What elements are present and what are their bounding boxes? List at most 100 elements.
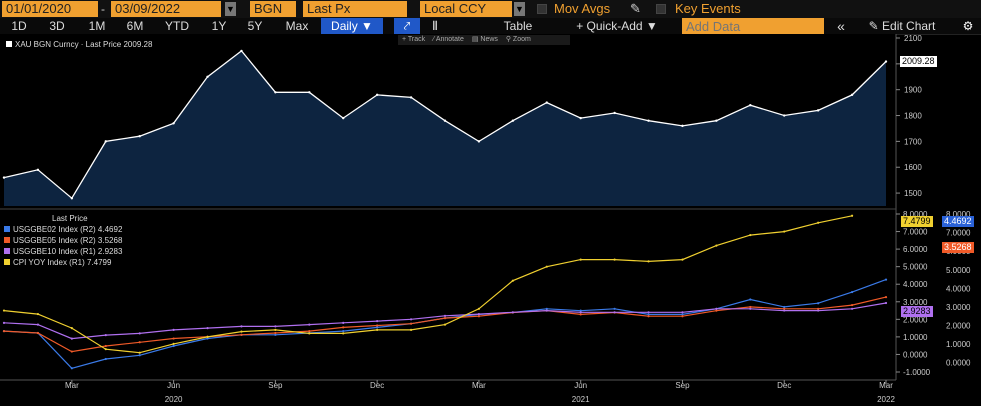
add-data-input[interactable] <box>682 18 824 34</box>
annotate-button[interactable]: ⁄ Annotate <box>433 36 464 43</box>
key-events-label[interactable]: Key Events <box>675 1 741 16</box>
series-point <box>545 307 548 310</box>
r1-tick-label: 2.0000 <box>903 315 928 324</box>
x-year-label: 2022 <box>877 395 895 404</box>
gold-point <box>715 119 718 122</box>
y-tick-label: 1900 <box>904 86 922 95</box>
series-point <box>783 307 786 310</box>
series-point <box>817 307 820 310</box>
period-1d[interactable]: 1D <box>11 19 27 33</box>
lower-legend: Last Price USGGBE02 Index (R2) 4.4692 US… <box>4 213 122 268</box>
table-button[interactable]: Table <box>503 19 533 33</box>
series-point <box>850 307 854 310</box>
gold-point <box>477 140 481 143</box>
line-chart-icon[interactable]: ⤤ <box>394 18 420 34</box>
period-max[interactable]: Max <box>285 19 309 33</box>
key-events-checkbox[interactable] <box>656 4 666 14</box>
series-point <box>342 332 345 335</box>
r2-tick-label: 3.0000 <box>946 303 971 312</box>
zoom-button[interactable]: ⚲ Zoom <box>505 36 531 43</box>
series-point <box>70 327 73 330</box>
legend-item: USGGBE05 Index (R2) 3.5268 <box>4 235 122 246</box>
y-tick-label: 1800 <box>904 112 922 121</box>
period-5y[interactable]: 5Y <box>247 19 263 33</box>
currency-selector[interactable]: Local CCY <box>420 1 512 17</box>
end-date-field[interactable]: 03/09/2022 <box>111 1 221 17</box>
gear-icon[interactable]: ⚙ <box>962 19 974 33</box>
gold-point <box>647 119 650 122</box>
gold-price-chart[interactable]: 1500160017001800190020002100 <box>0 34 981 210</box>
series-point <box>70 337 73 340</box>
legend-item: USGGBE10 Index (R1) 2.9283 <box>4 246 122 257</box>
series-point <box>579 311 582 314</box>
series-point <box>850 214 854 217</box>
period-1m[interactable]: 1M <box>88 19 106 33</box>
series-point <box>172 342 175 346</box>
series-point <box>579 258 582 261</box>
series-point <box>545 309 548 312</box>
edit-chart-button[interactable]: ✎ Edit Chart <box>868 19 936 33</box>
r2-tick-label: 2.0000 <box>946 322 971 331</box>
legend-text: USGGBE02 Index (R2) 4.4692 <box>13 225 123 234</box>
r1-tick-label: -1.0000 <box>903 368 931 377</box>
legend-text: USGGBE10 Index (R1) 2.9283 <box>13 247 123 256</box>
series-point <box>579 313 582 316</box>
series-point <box>477 307 481 310</box>
date-dropdown-icon[interactable]: ▼ <box>225 2 236 16</box>
news-button[interactable]: ▤ News <box>471 36 498 43</box>
gold-point <box>613 111 616 115</box>
mov-avgs-checkbox[interactable] <box>537 4 547 14</box>
source-field[interactable]: BGN <box>250 1 296 17</box>
gold-point <box>36 168 40 172</box>
period-6m[interactable]: 6M <box>126 19 144 33</box>
x-month-label: Jun <box>167 381 180 390</box>
period-1y[interactable]: 1Y <box>211 19 227 33</box>
series-point <box>342 330 345 333</box>
series-point <box>613 307 616 310</box>
frequency-dropdown[interactable]: Daily ▼ <box>321 18 383 34</box>
series-point <box>240 325 243 328</box>
start-date-field[interactable]: 01/01/2020 <box>2 1 98 17</box>
series-point <box>749 307 752 310</box>
pencil-icon[interactable]: ✎ <box>630 1 641 16</box>
gold-point <box>409 96 413 99</box>
x-year-label: 2020 <box>165 395 183 404</box>
gold-point <box>443 119 447 122</box>
quick-add-button[interactable]: + Quick-Add ▼ <box>576 19 658 33</box>
gold-point <box>342 116 345 120</box>
series-point <box>206 337 209 340</box>
series-point <box>884 295 888 299</box>
series-point <box>477 315 481 318</box>
legend-swatch <box>4 237 10 243</box>
gold-point <box>681 124 684 128</box>
toolbar: 01/01/2020 - 03/09/2022 ▼ BGN Last Px Lo… <box>0 0 981 18</box>
gold-point <box>783 114 786 117</box>
period-ytd[interactable]: YTD <box>165 19 189 33</box>
lower-legend-title: Last Price <box>52 214 88 223</box>
period-3d[interactable]: 3D <box>49 19 65 33</box>
series-point <box>681 311 684 314</box>
bar-chart-icon[interactable]: ⫴ <box>432 19 438 33</box>
series-point <box>376 326 379 329</box>
x-month-label: Dec <box>370 381 384 390</box>
gold-point <box>70 197 74 200</box>
gold-point <box>2 176 6 179</box>
series-point <box>409 322 413 325</box>
y-tick-label: 2100 <box>904 34 922 43</box>
series-point <box>308 332 311 335</box>
date-separator: - <box>101 2 105 16</box>
r1-tick-label: 4.0000 <box>903 280 928 289</box>
series-line-cpi-yoy-index <box>3 215 853 354</box>
upper-legend: XAU BGN Curncy · Last Price 2009.28 <box>6 39 152 50</box>
gold-point <box>884 60 888 63</box>
collapse-button[interactable]: « <box>837 18 845 34</box>
series-point <box>817 302 820 305</box>
series-point <box>817 309 820 312</box>
field-selector[interactable]: Last Px <box>303 1 407 17</box>
series-point <box>715 307 718 310</box>
track-button[interactable]: + Track <box>402 36 426 43</box>
series-point <box>138 351 141 354</box>
rates-chart[interactable]: -1.0000 0.0000 1.0000 2.0000 3.0000 4.0000 5.0… <box>0 210 981 406</box>
mov-avgs-label[interactable]: Mov Avgs <box>554 1 611 16</box>
currency-dropdown-icon[interactable]: ▼ <box>514 2 525 16</box>
